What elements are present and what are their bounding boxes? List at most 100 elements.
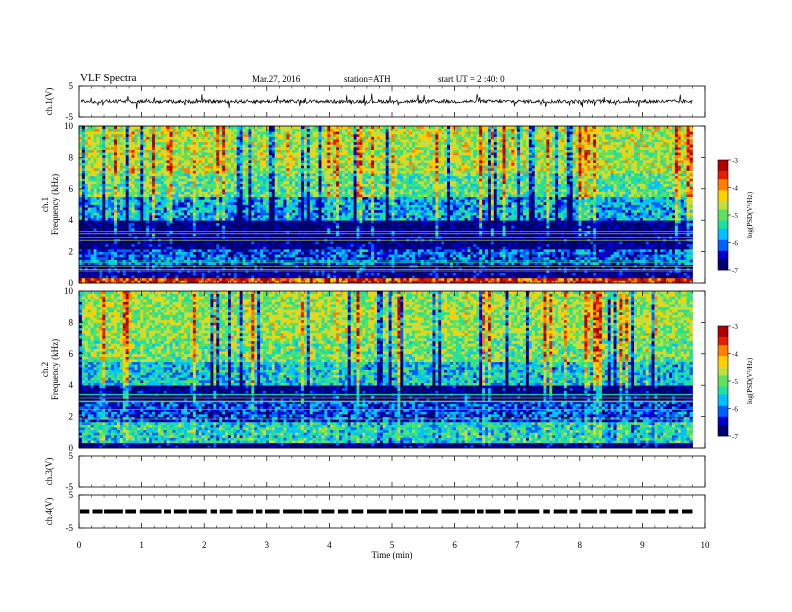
spectrogram-cell: [178, 222, 182, 226]
spectrogram-cell: [152, 214, 156, 218]
spectrogram-cell: [216, 243, 220, 247]
spectrogram-cell: [178, 246, 182, 250]
spectrogram-cell: [309, 230, 314, 234]
spectrogram-cell: [312, 217, 317, 221]
spectrogram-cell: [251, 194, 255, 198]
spectrogram-cell: [181, 152, 185, 156]
spectrogram-cell: [108, 170, 112, 174]
spectrogram-cell: [257, 170, 261, 174]
spectrogram-cell: [207, 188, 211, 192]
spectrogram-cell: [111, 152, 115, 156]
spectrogram-cell: [99, 196, 103, 200]
spectrogram-cell: [163, 230, 168, 234]
spectrogram-cell: [134, 214, 138, 218]
spectrogram-cell: [187, 136, 191, 140]
spectrogram-cell: [257, 162, 261, 166]
spectrogram-cell: [111, 254, 115, 258]
spectrogram-cell: [175, 136, 179, 140]
spectrogram-cell: [119, 175, 124, 179]
spectrogram-cell: [286, 149, 290, 153]
spectrogram-cell: [286, 157, 290, 161]
spectrogram-cell: [268, 154, 273, 158]
spectrogram-cell: [298, 152, 302, 156]
spectrogram-cell: [251, 217, 255, 221]
spectrogram-cell: [102, 131, 106, 135]
spectrogram-cell: [230, 152, 235, 156]
spectrogram-cell: [90, 275, 95, 279]
spectrogram-cell: [260, 262, 264, 266]
spectrogram-cell: [93, 162, 97, 166]
spectrogram-cell: [166, 175, 170, 179]
spectrogram-cell: [195, 154, 200, 158]
spectrogram-cell: [233, 144, 238, 148]
spectrogram-cell: [303, 194, 308, 198]
spectrogram-cell: [131, 233, 135, 237]
spectrogram-cell: [251, 136, 255, 140]
spectrogram-cell: [195, 196, 200, 200]
spectrogram-cell: [99, 217, 103, 221]
spectrogram-cell: [277, 173, 281, 177]
spectrogram-cell: [128, 277, 132, 281]
spectrogram-cell: [90, 267, 95, 271]
spectrogram-cell: [254, 141, 258, 145]
spectrogram-cell: [263, 233, 267, 237]
spectrogram-cell: [280, 180, 284, 184]
spectrogram-cell: [301, 225, 305, 229]
spectrogram-cell: [309, 149, 314, 153]
spectrogram-cell: [280, 175, 284, 179]
spectrogram-cell: [181, 154, 185, 158]
spectrogram-cell: [140, 251, 144, 255]
spectrogram-cell: [239, 186, 243, 190]
spectrogram-cell: [190, 194, 194, 198]
spectrogram-cell: [87, 233, 92, 237]
spectrogram-cell: [178, 188, 182, 192]
spectrogram-cell: [312, 199, 317, 203]
spectrogram-cell: [219, 220, 223, 224]
spectrogram-cell: [263, 251, 267, 255]
spectrogram-cell: [251, 180, 255, 184]
spectrogram-cell: [149, 225, 153, 229]
spectrogram-cell: [99, 128, 103, 132]
spectrogram-cell: [131, 225, 135, 229]
spectrogram-cell: [260, 146, 264, 150]
spectrogram-cell: [105, 275, 109, 279]
spectrogram-cell: [286, 194, 290, 198]
spectrogram-cell: [245, 214, 249, 218]
spectrogram-cell: [131, 183, 135, 187]
spectrogram-cell: [321, 280, 325, 284]
spectrogram-cell: [131, 204, 135, 208]
spectrogram-cell: [154, 222, 159, 226]
spectrogram-cell: [128, 180, 132, 184]
spectrogram-cell: [160, 146, 165, 150]
spectrogram-cell: [99, 262, 103, 266]
spectrogram-cell: [166, 201, 170, 205]
spectrogram-cell: [306, 170, 311, 174]
spectrogram-cell: [298, 188, 302, 192]
spectrogram-cell: [96, 267, 100, 271]
spectrogram-cell: [227, 126, 232, 130]
spectrogram-cell: [292, 272, 296, 276]
spectrogram-cell: [152, 178, 156, 182]
spectrogram-cell: [128, 157, 132, 161]
spectrogram-cell: [105, 136, 109, 140]
spectrogram-cell: [251, 199, 255, 203]
spectrogram-cell: [143, 222, 147, 226]
spectrogram-cell: [125, 264, 130, 268]
spectrogram-cell: [280, 188, 284, 192]
spectrogram-cell: [239, 157, 243, 161]
spectrogram-cell: [289, 162, 293, 166]
spectrogram-cell: [289, 196, 293, 200]
spectrogram-cell: [160, 196, 165, 200]
spectrogram-cell: [160, 136, 165, 140]
spectrogram-cell: [318, 194, 322, 198]
spectrogram-cell: [303, 243, 308, 247]
spectrogram-cell: [292, 201, 296, 205]
spectrogram-cell: [79, 194, 83, 198]
spectrogram-cell: [286, 220, 290, 224]
spectrogram-cell: [154, 139, 159, 143]
spectrogram-cell: [198, 248, 203, 252]
spectrogram-cell: [295, 139, 299, 143]
spectrogram-cell: [163, 212, 168, 216]
spectrogram-cell: [292, 162, 296, 166]
spectrogram-cell: [309, 165, 314, 169]
